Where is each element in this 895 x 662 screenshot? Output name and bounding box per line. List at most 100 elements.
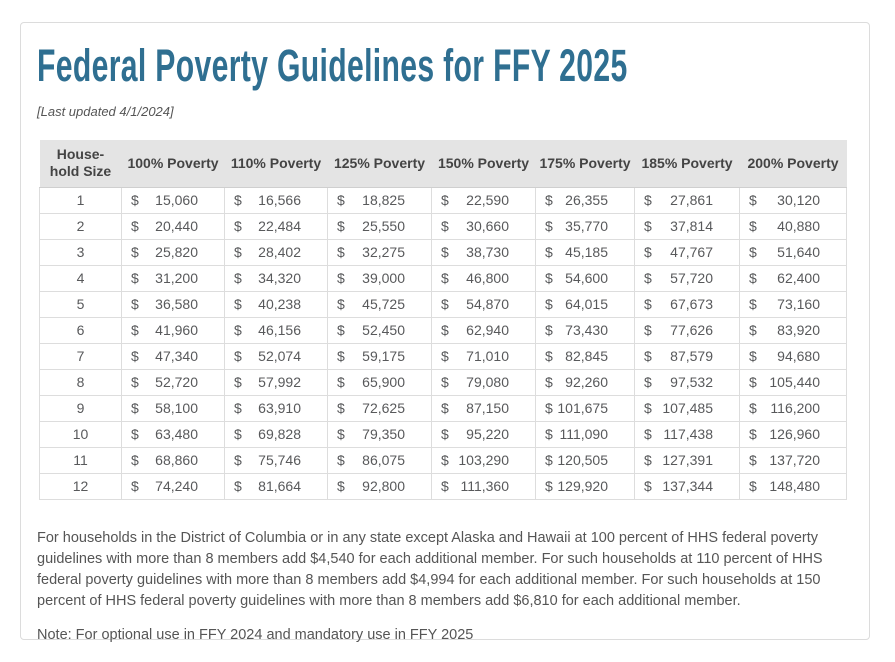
poverty-guidelines-table: House- hold Size 100% Poverty 110% Pover… bbox=[39, 140, 847, 500]
column-header-100-poverty: 100% Poverty bbox=[121, 140, 225, 188]
currency-symbol: $ bbox=[545, 400, 553, 416]
column-header-150-poverty: 150% Poverty bbox=[431, 140, 536, 188]
amount-cell: $59,175 bbox=[327, 342, 432, 370]
currency-symbol: $ bbox=[131, 452, 139, 468]
amount-value: 137,720 bbox=[769, 452, 820, 468]
currency-symbol: $ bbox=[337, 218, 345, 234]
currency-symbol: $ bbox=[749, 270, 757, 286]
amount-value: 64,015 bbox=[565, 296, 608, 312]
amount-cell: $97,532 bbox=[634, 368, 740, 396]
amount-value: 46,800 bbox=[466, 270, 509, 286]
amount-cell: $62,940 bbox=[431, 316, 536, 344]
amount-value: 101,675 bbox=[557, 400, 608, 416]
currency-symbol: $ bbox=[441, 400, 449, 416]
amount-value: 25,820 bbox=[155, 244, 198, 260]
table-header-row: House- hold Size 100% Poverty 110% Pover… bbox=[39, 140, 847, 188]
amount-value: 67,673 bbox=[670, 296, 713, 312]
page-title: Federal Poverty Guidelines for FFY 2025 bbox=[37, 40, 628, 91]
amount-value: 16,566 bbox=[258, 192, 301, 208]
amount-value: 71,010 bbox=[466, 348, 509, 364]
currency-symbol: $ bbox=[441, 452, 449, 468]
amount-cell: $45,185 bbox=[535, 238, 635, 266]
amount-value: 22,484 bbox=[258, 218, 301, 234]
amount-value: 83,920 bbox=[777, 322, 820, 338]
amount-cell: $81,664 bbox=[224, 472, 328, 500]
currency-symbol: $ bbox=[337, 322, 345, 338]
amount-value: 18,825 bbox=[362, 192, 405, 208]
amount-value: 63,910 bbox=[258, 400, 301, 416]
column-header-household-size: House- hold Size bbox=[39, 140, 122, 188]
currency-symbol: $ bbox=[337, 270, 345, 286]
amount-cell: $137,344 bbox=[634, 472, 740, 500]
household-size-cell: 7 bbox=[39, 342, 122, 370]
amount-cell: $30,660 bbox=[431, 212, 536, 240]
currency-symbol: $ bbox=[749, 426, 757, 442]
currency-symbol: $ bbox=[749, 218, 757, 234]
amount-cell: $45,725 bbox=[327, 290, 432, 318]
amount-value: 36,580 bbox=[155, 296, 198, 312]
amount-cell: $41,960 bbox=[121, 316, 225, 344]
amount-cell: $62,400 bbox=[739, 264, 847, 292]
amount-value: 62,940 bbox=[466, 322, 509, 338]
currency-symbol: $ bbox=[749, 400, 757, 416]
amount-cell: $64,015 bbox=[535, 290, 635, 318]
amount-cell: $52,450 bbox=[327, 316, 432, 344]
amount-value: 54,870 bbox=[466, 296, 509, 312]
currency-symbol: $ bbox=[749, 322, 757, 338]
currency-symbol: $ bbox=[441, 296, 449, 312]
amount-cell: $105,440 bbox=[739, 368, 847, 396]
amount-value: 111,360 bbox=[460, 478, 509, 494]
column-header-185-poverty: 185% Poverty bbox=[634, 140, 740, 188]
household-size-cell: 3 bbox=[39, 238, 122, 266]
amount-cell: $15,060 bbox=[121, 186, 225, 214]
table-row: 10 $63,480 $69,828 $79,350 $95,220 $111,090 $1… bbox=[39, 420, 847, 448]
currency-symbol: $ bbox=[441, 218, 449, 234]
amount-value: 65,900 bbox=[362, 374, 405, 390]
amount-cell: $126,960 bbox=[739, 420, 847, 448]
amount-value: 81,664 bbox=[258, 478, 301, 494]
amount-value: 57,992 bbox=[258, 374, 301, 390]
amount-cell: $16,566 bbox=[224, 186, 328, 214]
amount-cell: $74,240 bbox=[121, 472, 225, 500]
amount-cell: $120,505 bbox=[535, 446, 635, 474]
amount-value: 117,438 bbox=[663, 426, 713, 442]
currency-symbol: $ bbox=[545, 374, 553, 390]
amount-cell: $95,220 bbox=[431, 420, 536, 448]
currency-symbol: $ bbox=[131, 322, 139, 338]
amount-cell: $111,090 bbox=[535, 420, 635, 448]
amount-value: 94,680 bbox=[777, 348, 820, 364]
amount-value: 47,767 bbox=[670, 244, 713, 260]
amount-cell: $63,480 bbox=[121, 420, 225, 448]
amount-cell: $63,910 bbox=[224, 394, 328, 422]
amount-value: 68,860 bbox=[155, 452, 198, 468]
amount-cell: $77,626 bbox=[634, 316, 740, 344]
currency-symbol: $ bbox=[234, 244, 242, 260]
currency-symbol: $ bbox=[234, 452, 242, 468]
column-header-110-poverty: 110% Poverty bbox=[224, 140, 328, 188]
amount-cell: $22,484 bbox=[224, 212, 328, 240]
amount-cell: $83,920 bbox=[739, 316, 847, 344]
currency-symbol: $ bbox=[545, 296, 553, 312]
amount-value: 52,720 bbox=[155, 374, 198, 390]
currency-symbol: $ bbox=[337, 244, 345, 260]
amount-cell: $127,391 bbox=[634, 446, 740, 474]
amount-value: 58,100 bbox=[155, 400, 198, 416]
amount-value: 39,000 bbox=[362, 270, 405, 286]
amount-cell: $37,814 bbox=[634, 212, 740, 240]
currency-symbol: $ bbox=[644, 400, 652, 416]
table-row: 5 $36,580 $40,238 $45,725 $54,870 $64,015 $67,… bbox=[39, 290, 847, 318]
currency-symbol: $ bbox=[545, 218, 553, 234]
amount-cell: $18,825 bbox=[327, 186, 432, 214]
amount-cell: $73,160 bbox=[739, 290, 847, 318]
currency-symbol: $ bbox=[545, 270, 553, 286]
currency-symbol: $ bbox=[749, 296, 757, 312]
additional-member-footnote: For households in the District of Columb… bbox=[37, 529, 823, 609]
amount-cell: $57,992 bbox=[224, 368, 328, 396]
amount-value: 116,200 bbox=[770, 400, 820, 416]
table-row: 9 $58,100 $63,910 $72,625 $87,150 $101,675 $10… bbox=[39, 394, 847, 422]
amount-value: 73,160 bbox=[777, 296, 820, 312]
amount-value: 127,391 bbox=[662, 452, 713, 468]
amount-cell: $40,238 bbox=[224, 290, 328, 318]
amount-value: 92,800 bbox=[362, 478, 405, 494]
amount-value: 137,344 bbox=[662, 478, 713, 494]
